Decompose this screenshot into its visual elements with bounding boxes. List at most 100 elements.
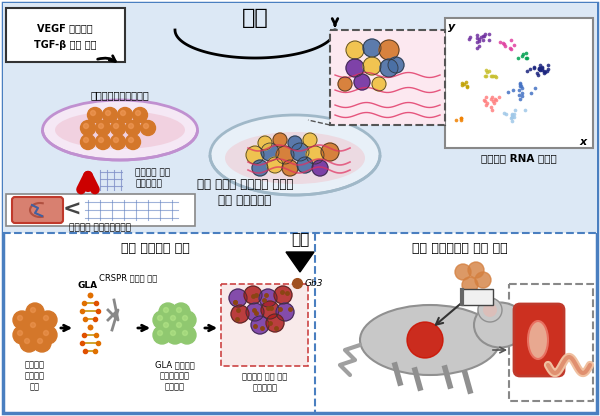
Point [487,106,497,113]
Point [488,73,498,80]
Circle shape [80,121,95,136]
Circle shape [379,40,399,60]
Circle shape [98,138,104,143]
Circle shape [274,286,292,304]
Point [507,118,517,125]
Text: x: x [580,137,587,147]
Point [465,34,475,41]
Circle shape [37,339,43,344]
Circle shape [110,121,125,136]
Point [505,44,515,51]
Point [484,31,494,37]
Point [491,74,501,81]
Point [499,41,509,47]
Point [507,110,517,117]
FancyBboxPatch shape [12,197,63,223]
Point [521,50,531,56]
Circle shape [363,39,381,57]
Point [514,92,524,98]
Point [482,99,491,106]
Circle shape [80,134,95,149]
Circle shape [462,277,478,293]
Bar [3,3,597,233]
Circle shape [33,334,51,352]
Point [496,39,505,46]
Point [506,37,516,43]
Point [482,94,491,101]
Circle shape [143,124,149,129]
Circle shape [273,133,287,147]
Point [489,99,499,106]
Point [463,84,472,90]
Circle shape [31,322,35,327]
Circle shape [259,289,277,307]
Circle shape [338,77,352,91]
Circle shape [372,77,386,91]
Point [457,80,467,87]
Circle shape [354,74,370,90]
Circle shape [95,121,110,136]
FancyBboxPatch shape [6,194,195,226]
Point [490,96,500,102]
Point [539,70,549,77]
FancyBboxPatch shape [445,18,593,148]
Text: VEGF 성장인자: VEGF 성장인자 [37,23,93,33]
Circle shape [125,134,140,149]
Circle shape [83,138,89,143]
Circle shape [252,160,268,176]
Circle shape [118,107,133,122]
Point [518,51,528,57]
Circle shape [91,111,95,116]
Circle shape [98,124,104,129]
Point [536,62,545,68]
Circle shape [258,136,272,150]
Point [535,65,545,72]
Point [481,102,491,109]
Point [464,35,473,42]
Point [479,33,488,40]
Point [539,67,549,74]
Circle shape [321,143,339,161]
Circle shape [13,311,31,329]
Text: 분화: 분화 [242,8,268,28]
Point [482,72,491,79]
Point [457,114,466,121]
Circle shape [95,134,110,149]
Point [506,114,516,121]
Circle shape [455,264,471,280]
Text: 파브리병 모사 신장
오가노이드: 파브리병 모사 신장 오가노이드 [242,372,287,392]
Circle shape [39,311,57,329]
Point [487,103,496,110]
Point [536,67,545,73]
Point [490,73,500,79]
Circle shape [83,124,89,129]
Text: 인간유도만능줄기세포: 인간유도만능줄기세포 [91,90,149,100]
Circle shape [246,146,264,164]
Circle shape [170,315,176,320]
Circle shape [113,124,119,129]
Text: GLA: GLA [78,280,98,290]
Point [472,35,482,41]
Circle shape [297,157,313,173]
Point [500,42,509,49]
Point [481,67,491,74]
Text: y: y [448,22,455,32]
Circle shape [306,146,324,164]
Circle shape [172,303,190,321]
Point [460,81,469,87]
Point [533,72,542,79]
Circle shape [276,146,294,164]
Point [509,41,519,48]
Circle shape [110,134,125,149]
Point [518,90,527,97]
Text: 적용: 적용 [291,233,309,248]
Circle shape [13,326,31,344]
Point [521,54,531,61]
Circle shape [261,143,279,161]
Point [517,93,526,99]
Point [508,114,517,120]
Point [478,32,488,39]
Point [475,38,484,45]
Text: CRSPR 유전자 가위: CRSPR 유전자 가위 [99,273,157,282]
Point [530,64,539,70]
